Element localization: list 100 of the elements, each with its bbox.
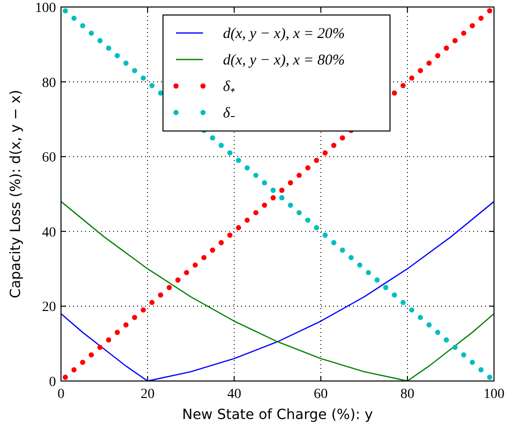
legend-label: δ₋: [223, 106, 235, 122]
point: [236, 225, 242, 230]
x-tick-label: 60: [314, 387, 328, 402]
point: [184, 270, 190, 276]
point: [210, 135, 216, 140]
point: [62, 8, 68, 14]
point: [383, 284, 388, 290]
point: [253, 210, 258, 216]
point: [201, 254, 206, 260]
point: [331, 240, 336, 246]
point: [305, 165, 310, 170]
point: [227, 150, 232, 156]
point: [478, 16, 484, 21]
point: [426, 322, 432, 328]
point: [149, 300, 155, 306]
point: [444, 337, 449, 342]
point: [461, 352, 466, 358]
point: [392, 90, 398, 96]
point: [132, 68, 138, 74]
point: [470, 23, 475, 28]
x-tick-label: 100: [484, 387, 504, 402]
point: [279, 188, 284, 193]
point: [114, 330, 120, 335]
point: [357, 262, 362, 268]
point: [322, 150, 328, 156]
legend-label: d(x, y − x), x = 80%: [223, 52, 345, 68]
point: [418, 68, 423, 74]
point: [175, 277, 181, 283]
point: [71, 367, 77, 372]
point: [487, 374, 492, 380]
point: [400, 82, 406, 88]
point: [166, 284, 172, 290]
point: [210, 248, 216, 253]
point: [123, 60, 129, 66]
point: [314, 158, 320, 163]
point: [123, 322, 129, 328]
point: [279, 195, 284, 200]
point: [366, 270, 372, 276]
point: [340, 135, 346, 140]
point: [340, 248, 346, 253]
point: [392, 292, 398, 298]
y-tick-label: 40: [42, 225, 56, 240]
point: [426, 60, 432, 66]
point: [227, 232, 232, 238]
point: [409, 307, 414, 313]
point: [244, 165, 250, 170]
point: [435, 53, 440, 58]
point: [314, 225, 320, 230]
point: [218, 240, 224, 246]
point: [262, 180, 268, 186]
point: [348, 254, 354, 260]
point: [253, 172, 258, 178]
point: [80, 360, 86, 365]
y-tick-label: 60: [42, 150, 56, 166]
y-tick-label: 0: [49, 375, 56, 390]
point: [149, 82, 155, 88]
x-tick-label: 80: [400, 387, 414, 402]
point: [140, 75, 146, 81]
point: [270, 188, 276, 193]
point: [331, 142, 336, 148]
point: [244, 218, 250, 223]
point: [114, 53, 120, 58]
point: [409, 75, 414, 81]
point: [262, 202, 268, 208]
point: [62, 374, 68, 380]
point: [288, 202, 294, 208]
point: [218, 142, 224, 148]
point: [97, 38, 103, 44]
point: [158, 292, 164, 298]
x-tick-label: 20: [140, 387, 155, 402]
point: [71, 16, 77, 21]
line-series: [60, 200, 495, 382]
point: [470, 360, 475, 365]
point: [270, 195, 276, 200]
point: [452, 344, 458, 350]
legend-label: δ₊: [223, 79, 235, 95]
point: [478, 367, 484, 372]
point: [106, 337, 112, 342]
y-axis-title: Capacity Loss (%): d(x, y − x): [8, 90, 24, 298]
point: [296, 172, 302, 178]
x-axis-title: New State of Charge (%): y: [182, 407, 373, 423]
y-tick-label: 20: [42, 300, 56, 316]
point: [236, 158, 242, 163]
point: [296, 210, 302, 216]
point: [88, 30, 94, 36]
point: [288, 180, 294, 186]
point: [305, 218, 310, 223]
point: [461, 30, 466, 36]
y-tick-label: 80: [42, 76, 56, 91]
point: [106, 46, 112, 51]
point: [418, 314, 423, 320]
point: [452, 38, 458, 44]
point: [80, 23, 86, 28]
point: [132, 314, 138, 320]
point: [192, 262, 198, 268]
point: [322, 232, 328, 238]
point: [140, 307, 146, 313]
y-tick-label: 100: [35, 1, 56, 16]
legend-label: d(x, y − x), x = 20%: [223, 26, 345, 42]
point: [374, 277, 380, 283]
